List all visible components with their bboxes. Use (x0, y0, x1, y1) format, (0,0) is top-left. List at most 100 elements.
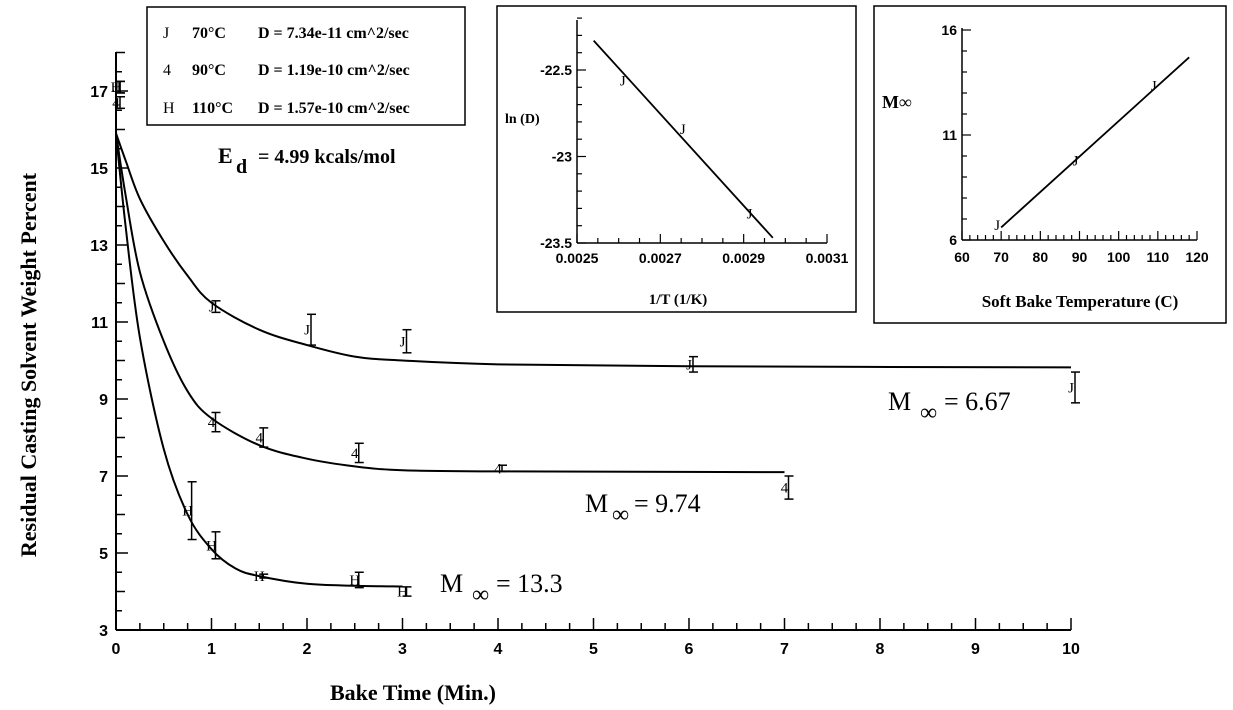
x-tick-label: 1 (207, 641, 216, 658)
data-point: H (111, 80, 125, 96)
legend: J 70°C D = 7.34e-11 cm^2/sec 4 90°C D = … (146, 6, 466, 126)
inset-x-tick-label: 90 (1072, 249, 1088, 265)
inset-axes: 60 70 80 90 100 110 120 6 11 16 (941, 22, 1208, 265)
m-inf-subscript: ∞ (612, 502, 629, 528)
inset-y-tick-label: -22.5 (540, 62, 572, 78)
y-tick-label: 7 (99, 469, 108, 486)
legend-box (146, 6, 466, 126)
point-marker: 4 (781, 481, 789, 497)
point-marker: J (686, 357, 692, 373)
fit-curve-110°C (115, 133, 403, 588)
y-tick-label: 17 (90, 84, 108, 101)
inset-y-tick-label: -23.5 (540, 235, 572, 251)
y-axis-title: Residual Casting Solvent Weight Percent (16, 172, 41, 557)
legend-entry-70: J 70°C D = 7.34e-11 cm^2/sec (163, 25, 409, 42)
legend-diffusivity: D = 7.34e-11 cm^2/sec (258, 25, 409, 42)
inset-x-tick-label: 110 (1147, 249, 1170, 265)
inset-y-axis-title: ln (D) (505, 112, 540, 127)
inset-data-points: J J J (620, 73, 753, 222)
x-tick-label: 5 (589, 641, 598, 658)
data-point: J (1068, 371, 1080, 404)
inset-y-tick-label: -23 (552, 149, 572, 165)
data-point: H (206, 531, 221, 560)
m-inf-subscript: ∞ (472, 582, 489, 608)
inset-point-marker: J (994, 218, 1000, 234)
legend-entry-90: 4 90°C D = 1.19e-10 cm^2/sec (163, 62, 410, 79)
y-tick-label: 9 (99, 392, 108, 409)
point-marker: H (182, 504, 193, 520)
inset-x-tick-label: 0.0027 (639, 250, 682, 266)
activation-subscript: d (236, 156, 247, 178)
point-marker: J (400, 334, 406, 350)
legend-temp: 110°C (192, 100, 233, 117)
x-tick-label: 9 (971, 641, 980, 658)
legend-marker: 4 (163, 62, 171, 79)
m-inf-symbol: M (585, 489, 608, 518)
y-tick-label: 11 (91, 315, 108, 332)
point-marker: H (349, 573, 360, 589)
m-inf-symbol: M (888, 387, 911, 416)
inset-y-axis-title: M∞ (882, 92, 912, 112)
inset-point-marker: J (1151, 79, 1157, 95)
activation-label: E (218, 143, 233, 168)
m-inf-value: = 6.67 (944, 387, 1011, 416)
inset-point-marker: J (1073, 153, 1079, 169)
inset-x-tick-label: 100 (1107, 249, 1131, 265)
data-point: J (209, 300, 221, 316)
inset-minf-chart: 60 70 80 90 100 110 120 6 11 16 J J J M∞ Soft Bake … (873, 5, 1227, 324)
inset-x-tick-label: 120 (1185, 249, 1209, 265)
inset-x-axis-title: Soft Bake Temperature (C) (982, 292, 1179, 311)
inset-axes: 0.0025 0.0027 0.0029 0.0031 -22.5 -23 -23.5 (540, 17, 849, 266)
point-marker: J (304, 323, 310, 339)
point-marker: J (113, 80, 119, 96)
x-tick-label: 2 (303, 641, 312, 658)
legend-diffusivity: D = 1.19e-10 cm^2/sec (258, 62, 410, 79)
inset-x-tick-label: 0.0031 (806, 250, 849, 266)
inset-data-points: J J J (994, 79, 1157, 234)
fit-curve-90°C (115, 133, 785, 474)
data-point: J (400, 328, 412, 354)
x-tick-label: 3 (398, 641, 407, 658)
m-inf-symbol: M (440, 569, 463, 598)
inset-fit-line-path (1000, 56, 1190, 229)
legend-diffusivity: D = 1.57e-10 cm^2/sec (258, 100, 410, 117)
inset-frame (496, 5, 857, 313)
data-point: H (349, 571, 364, 589)
data-point: 4 (112, 96, 125, 112)
main-axes: 0 1 2 3 4 5 6 7 8 9 10 3 5 7 9 11 13 15 17 (90, 51, 1080, 658)
point-marker: 4 (351, 446, 359, 462)
data-point: 4 (781, 475, 794, 500)
data-point: J (686, 355, 698, 373)
inset-point-marker: J (680, 122, 686, 138)
inset-frame (873, 5, 1227, 324)
inset-y-tick-label: 6 (949, 232, 957, 248)
activation-value: = 4.99 kcals/mol (258, 146, 396, 168)
inset-x-tick-label: 80 (1033, 249, 1049, 265)
point-marker: 4 (494, 461, 502, 477)
inset-arrhenius-chart: 0.0025 0.0027 0.0029 0.0031-22.5-23-23.5 JJ… (496, 5, 857, 313)
legend-temp: 90°C (192, 62, 226, 79)
inset-x-axis-title: 1/T (1/K) (649, 292, 707, 308)
data-point: H (182, 481, 197, 541)
point-marker: H (397, 585, 408, 601)
point-marker: H (206, 538, 217, 554)
y-tick-label: 5 (99, 546, 108, 563)
data-point: 4 (351, 442, 364, 464)
legend-entry-110: H 110°C D = 1.57e-10 cm^2/sec (163, 100, 410, 117)
x-tick-label: 10 (1062, 641, 1080, 658)
m-inf-value: = 9.74 (634, 489, 701, 518)
point-marker: 4 (112, 96, 120, 112)
inset-x-tick-label: 0.0025 (556, 250, 599, 266)
m-inf-label-70: M ∞ = 6.67 (888, 387, 1011, 426)
legend-marker: H (163, 100, 175, 117)
y-tick-label: 13 (90, 238, 108, 255)
data-point: J (304, 313, 316, 346)
m-inf-subscript: ∞ (920, 400, 937, 426)
point-marker: H (111, 80, 122, 96)
inset-y-tick-label: 11 (942, 127, 957, 143)
m-inf-value: = 13.3 (496, 569, 563, 598)
inset-fit-line (1000, 56, 1190, 229)
